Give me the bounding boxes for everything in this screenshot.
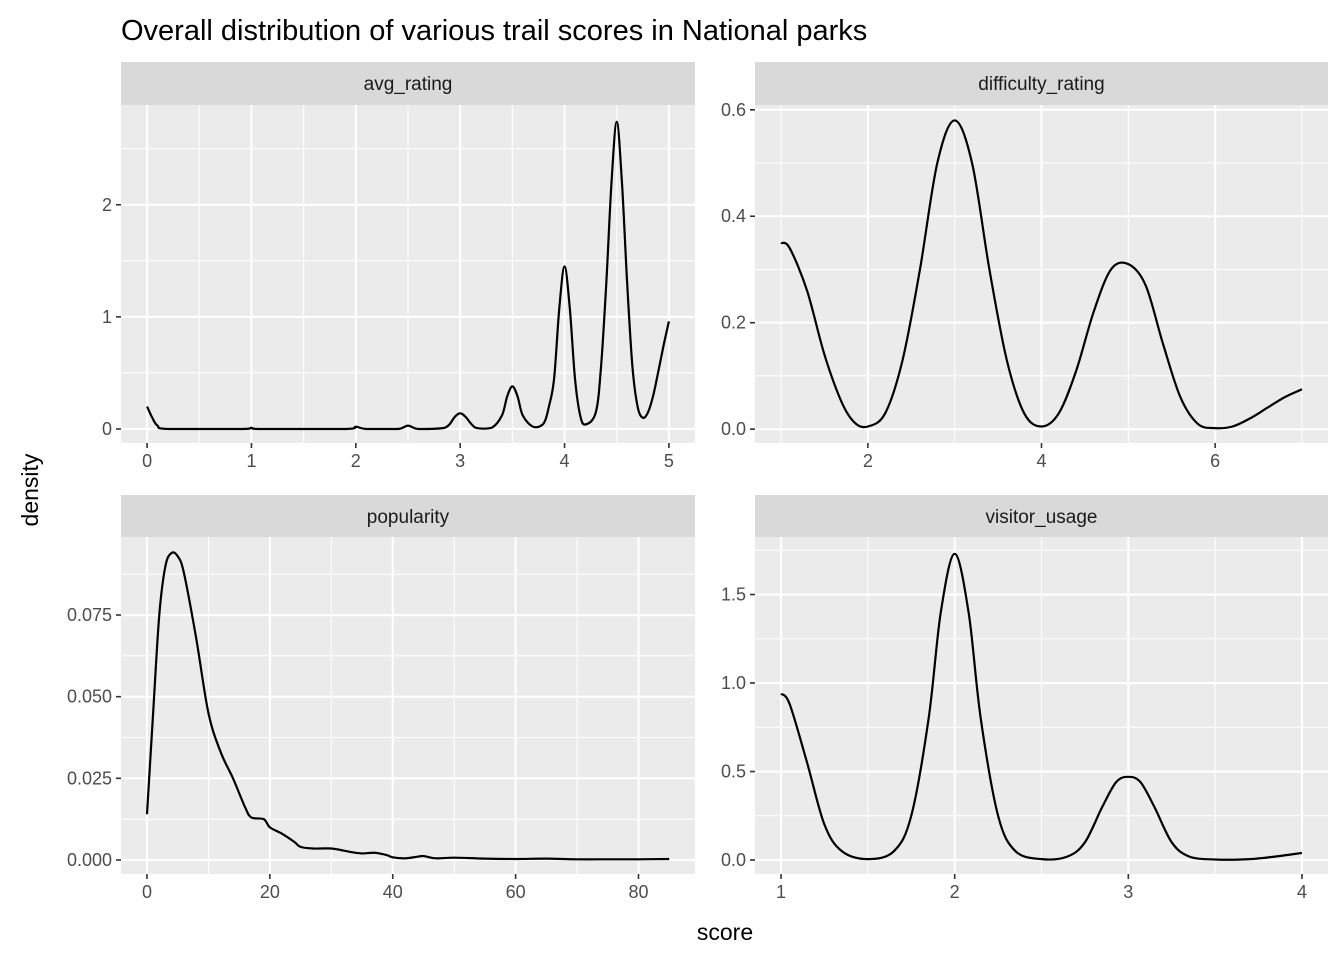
y-tick-label: 0 xyxy=(102,419,112,439)
facet-difficulty-rating: difficulty_rating 0.0 0.2 0.4 0.6 2 4 6 xyxy=(721,62,1328,471)
facet-strip-label: visitor_usage xyxy=(986,507,1098,528)
x-tick-label: 2 xyxy=(863,451,873,471)
y-axis-title: density xyxy=(17,453,43,526)
y-tick-label: 0.0 xyxy=(721,850,746,870)
x-tick-label: 3 xyxy=(1123,882,1133,902)
x-tick-label: 1 xyxy=(246,451,256,471)
y-tick-label: 0.050 xyxy=(67,687,112,707)
x-tick-label: 0 xyxy=(142,882,152,902)
x-tick-label: 0 xyxy=(142,451,152,471)
x-tick-label: 4 xyxy=(1036,451,1046,471)
y-tick-label: 0.025 xyxy=(67,768,112,788)
facet-strip xyxy=(121,62,695,105)
facet-strip xyxy=(755,62,1328,105)
facet-visitor-usage: visitor_usage 0.0 0.5 1.0 1.5 1 2 3 4 xyxy=(721,495,1328,902)
x-tick-label: 4 xyxy=(1297,882,1307,902)
x-axis-title: score xyxy=(697,919,753,945)
y-tick-label: 0.2 xyxy=(721,313,746,333)
density-curve-difficulty-rating xyxy=(780,119,1303,430)
y-tick-label: 0.4 xyxy=(721,206,746,226)
facet-strip-label: popularity xyxy=(367,507,450,528)
y-tick-label: 1 xyxy=(102,307,112,327)
x-tick-label: 3 xyxy=(455,451,465,471)
x-tick-label: 60 xyxy=(506,882,526,902)
facet-popularity: popularity 0.000 0.025 0.050 0.075 0 20 40 60 80 xyxy=(67,495,695,902)
x-tick-label: 20 xyxy=(260,882,280,902)
x-tick-label: 2 xyxy=(950,882,960,902)
density-curve-popularity xyxy=(145,551,670,861)
facet-strip xyxy=(121,495,695,537)
y-tick-label: 0.000 xyxy=(67,850,112,870)
x-tick-label: 1 xyxy=(776,882,786,902)
y-tick-label: 1.5 xyxy=(721,585,746,605)
y-tick-label: 0.6 xyxy=(721,100,746,120)
density-curve-avg-rating xyxy=(146,120,670,431)
x-tick-label: 2 xyxy=(351,451,361,471)
y-tick-label: 0.0 xyxy=(721,419,746,439)
x-tick-label: 5 xyxy=(664,451,674,471)
density-curve-visitor-usage xyxy=(780,552,1303,861)
y-tick-label: 0.5 xyxy=(721,762,746,782)
panel-background xyxy=(121,537,695,874)
x-tick-label: 40 xyxy=(383,882,403,902)
x-tick-label: 80 xyxy=(628,882,648,902)
x-tick-label: 4 xyxy=(560,451,570,471)
chart-title: Overall distribution of various trail sc… xyxy=(121,15,867,47)
y-tick-label: 2 xyxy=(102,195,112,215)
x-tick-label: 6 xyxy=(1210,451,1220,471)
facet-strip-label: avg_rating xyxy=(364,74,453,95)
y-tick-label: 0.075 xyxy=(67,605,112,625)
facet-strip-label: difficulty_rating xyxy=(978,74,1104,95)
facet-avg-rating: avg_rating 0 1 2 0 1 2 3 4 5 xyxy=(102,62,695,471)
y-tick-label: 1.0 xyxy=(721,673,746,693)
facet-strip xyxy=(755,495,1328,537)
